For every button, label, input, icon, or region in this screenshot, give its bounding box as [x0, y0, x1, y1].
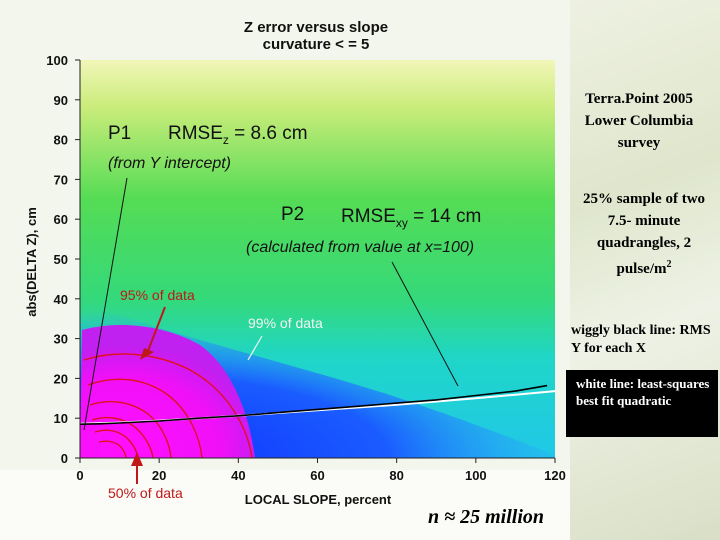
textured-background: [570, 0, 720, 540]
p2-note: (calculated from value at x=100): [246, 239, 474, 256]
sample-note-text: 25% sample of two 7.5- minute quadrangle…: [582, 191, 706, 277]
pct99-label: 99% of data: [248, 315, 323, 331]
x-tick-label: 0: [76, 468, 83, 483]
contour-80: [87, 378, 203, 458]
contour-65: [89, 400, 172, 458]
pct95-label: 95% of data: [120, 287, 195, 303]
pct95-arrowhead: [140, 348, 154, 360]
white-line-note-box: [566, 370, 718, 437]
contour-35: [94, 429, 139, 458]
x-tick-label: 80: [389, 468, 403, 483]
y-tick-label: 100: [46, 53, 68, 68]
bottom-margin: [0, 470, 570, 540]
y-tick-label: 30: [54, 332, 68, 347]
y-ticks: 0 10 20 30 40 50 60 70 80 90 100: [46, 53, 80, 466]
chart-subtitle: curvature < = 5: [263, 36, 370, 53]
p1-stat: RMSEz = 8.6 cm: [168, 123, 308, 147]
x-axis-label: LOCAL SLOPE, percent: [245, 492, 392, 507]
pct99-arrow: [247, 335, 263, 361]
p1-pointer: [83, 177, 128, 431]
wiggly-note: wiggly black line: RMS Y for each X: [571, 323, 711, 356]
n-note: n ≈ 25 million: [428, 506, 545, 528]
survey-note: Terra.Point 2005 Lower Columbia survey: [584, 91, 694, 151]
x-tick-label: 40: [231, 468, 245, 483]
sample-note: 25% sample of two 7.5- minute quadrangle…: [574, 188, 714, 280]
sample-note-sup: 2: [666, 259, 672, 270]
p2-label: P2: [281, 204, 304, 225]
y-tick-label: 0: [61, 451, 68, 466]
y-tick-label: 40: [54, 292, 68, 307]
y-tick-label: 80: [54, 133, 68, 148]
x-tick-label: 60: [310, 468, 324, 483]
x-tick-label: 20: [152, 468, 166, 483]
y-tick-label: 90: [54, 93, 68, 108]
p1-note: (from Y intercept): [108, 155, 231, 172]
y-tick-label: 60: [54, 212, 68, 227]
chart-title: Z error versus slope: [244, 19, 388, 36]
y-axis-label: abs(DELTA Z), cm: [24, 207, 39, 317]
y-tick-label: 70: [54, 172, 68, 187]
x-tick-label: 100: [465, 468, 487, 483]
rms-line: [80, 384, 548, 425]
white-line-note: white line: least-squares best fit quadr…: [576, 376, 710, 408]
contour-50: [91, 416, 154, 458]
y-tick-label: 20: [54, 371, 68, 386]
pct95-arrow: [145, 306, 166, 357]
magenta-density-core: [80, 325, 255, 458]
x-tick-label: 120: [544, 468, 566, 483]
x-ticks: 0 20 40 60 80 100 120: [76, 458, 566, 483]
density-contours: [83, 353, 253, 458]
contour-20: [98, 440, 127, 458]
pct50-arrowhead: [131, 452, 143, 466]
contour-95: [83, 353, 253, 458]
p1-label: P1: [108, 123, 131, 144]
p2-pointer: [391, 261, 459, 387]
p2-stat: RMSExy = 14 cm: [341, 206, 481, 230]
y-tick-label: 50: [54, 252, 68, 267]
y-tick-label: 10: [54, 411, 68, 426]
pct50-label: 50% of data: [108, 485, 183, 501]
